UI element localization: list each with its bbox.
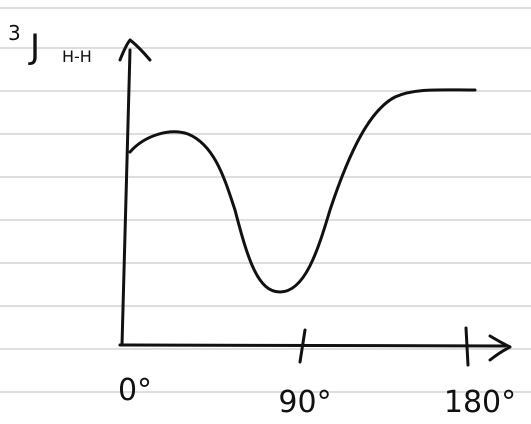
- y-arrow: [120, 40, 150, 60]
- page: 3 J H-H 0° 90° 180° (() => { const data …: [0, 0, 531, 424]
- y-label-superscript: 3: [8, 21, 21, 45]
- x-axis: [120, 345, 505, 346]
- x-tick: [466, 328, 468, 365]
- karplus-curve: [130, 90, 475, 292]
- y-axis: [122, 50, 130, 345]
- y-label-subscript: H-H: [62, 47, 92, 66]
- x-arrow: [490, 336, 510, 360]
- x-tick-label: 90°: [278, 385, 331, 420]
- x-tick-label: 0°: [118, 373, 152, 408]
- y-label-main: J: [28, 27, 40, 67]
- sketch: 3 J H-H 0° 90° 180°: [0, 0, 531, 424]
- x-tick-label: 180°: [444, 385, 516, 420]
